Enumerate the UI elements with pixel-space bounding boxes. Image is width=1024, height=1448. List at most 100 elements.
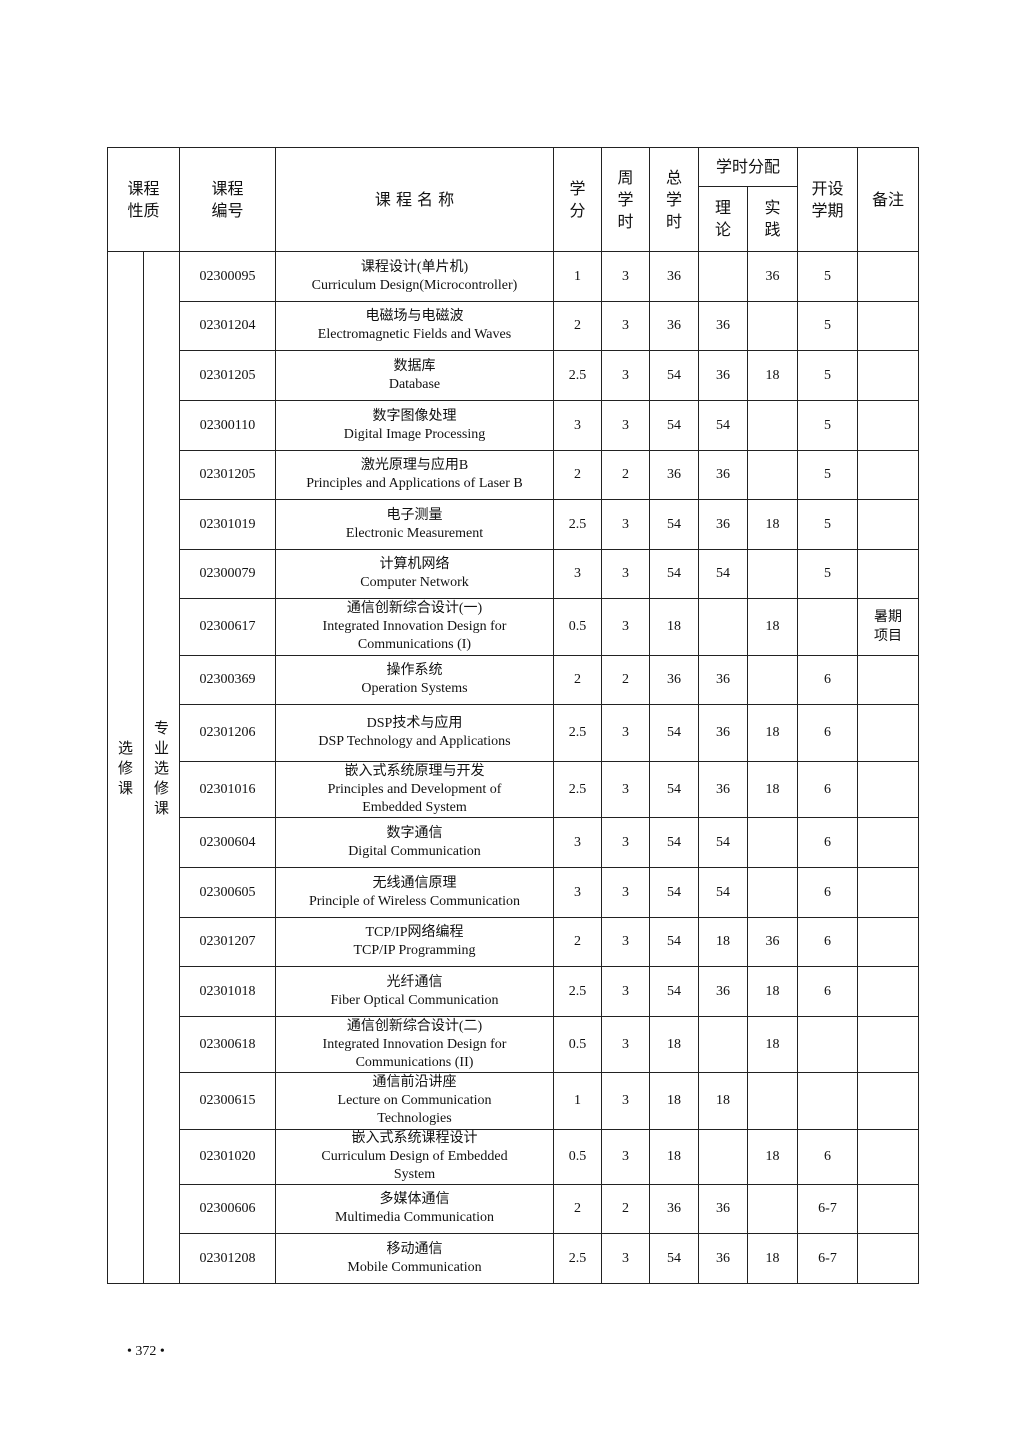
course-practice [746, 817, 799, 868]
header-credit: 学分 [553, 147, 602, 252]
course-code: 02301018 [179, 966, 276, 1017]
course-total: 54 [649, 917, 699, 967]
course-credit: 3 [553, 817, 602, 868]
header-theory: 理论 [698, 186, 748, 252]
course-practice [746, 549, 799, 599]
course-theory: 36 [698, 704, 748, 762]
course-total: 54 [649, 761, 699, 818]
course-weekly: 3 [601, 817, 650, 868]
course-semester: 6 [797, 1129, 859, 1185]
course-credit: 0.5 [553, 1016, 602, 1073]
course-note [857, 499, 920, 550]
course-theory: 18 [698, 1072, 748, 1130]
course-theory: 36 [698, 1233, 748, 1284]
course-practice [746, 655, 799, 705]
course-theory: 36 [698, 1184, 748, 1234]
course-name: 数字通信 Digital Communication [275, 817, 554, 868]
course-total: 36 [649, 301, 699, 351]
course-theory: 36 [698, 761, 748, 818]
course-total: 36 [649, 251, 699, 302]
course-total: 54 [649, 400, 699, 451]
header-weekly-hours: 周学时 [601, 147, 650, 252]
course-code: 02301207 [179, 917, 276, 967]
course-name-zh: 数字图像处理 [372, 408, 457, 424]
course-name-zh: 通信创新综合设计(一) [346, 601, 483, 616]
table-row: 02300606 多媒体通信 Multimedia Communication 2 2 3… [108, 1184, 920, 1234]
course-name-en: Curriculum Design of Embedded System [321, 1149, 508, 1182]
course-practice: 18 [746, 704, 799, 762]
course-code: 02301206 [179, 704, 276, 762]
course-theory: 54 [698, 400, 748, 451]
course-name: DSP技术与应用 DSP Technology and Applications [275, 704, 554, 762]
course-name-en: Principle of Wireless Communication [308, 893, 521, 909]
course-name-en: Multimedia Communication [334, 1210, 495, 1225]
course-semester: 6 [797, 867, 859, 918]
course-name-zh: 嵌入式系统课程设计 [351, 1131, 478, 1146]
course-weekly: 3 [601, 598, 650, 656]
course-note [857, 655, 920, 705]
course-credit: 2.5 [553, 350, 602, 401]
course-code: 02301205 [179, 450, 276, 500]
course-name-zh: 多媒体通信 [379, 1192, 450, 1207]
course-name-en: Electronic Measurement [345, 525, 484, 541]
course-semester [797, 1072, 859, 1130]
course-name-en: Database [388, 376, 441, 392]
course-name: 电磁场与电磁波 Electromagnetic Fields and Waves [275, 301, 554, 351]
course-code: 02300604 [179, 817, 276, 868]
course-weekly: 2 [601, 1184, 650, 1234]
course-name: 光纤通信 Fiber Optical Communication [275, 966, 554, 1017]
course-name-en: Electromagnetic Fields and Waves [317, 327, 512, 342]
course-semester: 6 [797, 966, 859, 1017]
page-number: • 372 • [127, 1344, 165, 1359]
category-cell: 选修课 [107, 251, 144, 1284]
course-semester: 5 [797, 450, 859, 500]
course-theory: 36 [698, 499, 748, 550]
course-credit: 0.5 [553, 1129, 602, 1185]
course-semester: 5 [797, 400, 859, 451]
course-weekly: 2 [601, 655, 650, 705]
course-semester: 5 [797, 499, 859, 550]
course-total: 18 [649, 598, 699, 656]
course-credit: 2 [553, 917, 602, 967]
course-practice: 18 [746, 761, 799, 818]
course-name-zh: 课程设计(单片机) [360, 259, 469, 275]
course-note [857, 1016, 920, 1073]
course-code: 02300095 [179, 251, 276, 302]
course-note [857, 301, 920, 351]
table-row: 02301208 移动通信 Mobile Communication 2.5 3 54 36… [108, 1233, 920, 1284]
course-total: 18 [649, 1016, 699, 1073]
course-name-en: Integrated Innovation Design for Communi… [322, 1036, 507, 1070]
course-total: 54 [649, 549, 699, 599]
course-practice: 18 [746, 1129, 799, 1185]
course-total: 36 [649, 655, 699, 705]
course-name: 通信前沿讲座 Lecture on Communication Technolog… [275, 1072, 554, 1130]
course-code: 02300617 [179, 598, 276, 656]
course-code: 02301205 [179, 350, 276, 401]
course-theory [698, 598, 748, 656]
table-row: 02301018 光纤通信 Fiber Optical Communication 2… [108, 966, 920, 1017]
course-code: 02301020 [179, 1129, 276, 1185]
course-semester: 5 [797, 251, 859, 302]
course-semester: 6 [797, 704, 859, 762]
course-name-en: Lecture on Communication Technologies [337, 1093, 492, 1126]
course-name: 多媒体通信 Multimedia Communication [275, 1184, 554, 1234]
course-practice: 18 [746, 499, 799, 550]
table-row: 02301205 激光原理与应用B Principles and Applicati… [108, 450, 920, 500]
course-practice [746, 400, 799, 451]
table-row: 02300369 操作系统 Operation Systems 2 2 36 36 6 [108, 655, 920, 705]
course-theory: 36 [698, 450, 748, 500]
subcategory-cell: 专业选修课 [143, 251, 180, 1284]
course-practice [746, 1184, 799, 1234]
course-theory: 36 [698, 966, 748, 1017]
course-note: 暑期项目 [857, 598, 920, 656]
course-name: 电子测量 Electronic Measurement [275, 499, 554, 550]
course-note [857, 1184, 920, 1234]
course-note [857, 350, 920, 401]
table-row: 02300079 计算机网络 Computer Network 3 3 54 54 5 [108, 549, 920, 599]
course-note [857, 1233, 920, 1284]
course-weekly: 3 [601, 1072, 650, 1130]
course-note [857, 1129, 920, 1185]
course-name: 无线通信原理 Principle of Wireless Communicatio… [275, 867, 554, 918]
course-weekly: 3 [601, 251, 650, 302]
course-code: 02301019 [179, 499, 276, 550]
